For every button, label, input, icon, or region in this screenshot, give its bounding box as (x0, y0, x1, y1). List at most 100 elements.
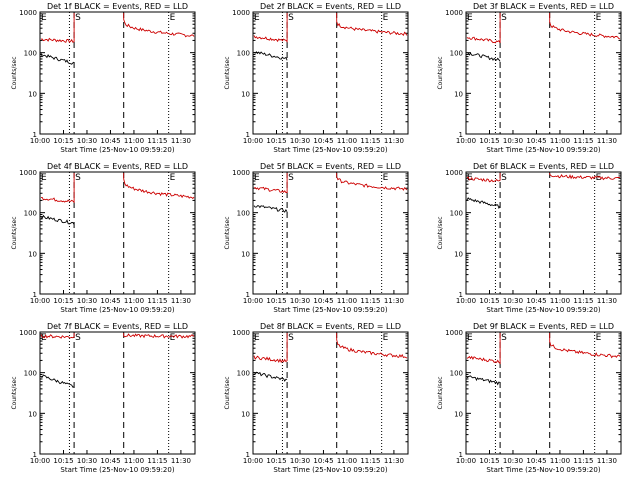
x-tick-label: 11:15 (573, 137, 593, 145)
x-tick-label: 10:15 (266, 137, 286, 145)
x-tick-label: 10:30 (77, 137, 97, 145)
marker-label-left: E (467, 173, 473, 183)
plot-frame (252, 331, 409, 455)
marker-label-end: E (170, 333, 176, 343)
x-tick-label: 11:00 (124, 297, 144, 305)
x-tick-label: 11:00 (550, 137, 570, 145)
x-tick-label: 11:00 (550, 457, 570, 465)
y-tick-label: 1000 (445, 9, 463, 17)
black-events-series-seg-0 (40, 374, 75, 388)
y-tick-label: 1 (246, 451, 250, 459)
y-tick-label: 10 (241, 250, 250, 258)
marker-label-start: S (75, 13, 81, 23)
x-tick-label: 10:15 (53, 297, 73, 305)
plot-frame (252, 11, 409, 135)
y-tick-label: 1 (33, 131, 37, 139)
x-tick-label: 11:30 (597, 297, 617, 305)
y-tick-label: 1 (33, 451, 37, 459)
x-tick-label: 10:15 (479, 457, 499, 465)
x-axis-label: Start Time (25-Nov-10 09:59:20) (273, 306, 387, 314)
x-tick-label: 10:45 (526, 297, 546, 305)
marker-label-start: S (75, 333, 81, 343)
chart-panel-3: Det 3f BLACK = Events, RED = LLD 1 10 100 10… (437, 2, 622, 154)
x-tick-label: 11:00 (337, 297, 357, 305)
x-tick-label: 11:15 (360, 457, 380, 465)
x-tick-label: 10:00 (30, 137, 50, 145)
x-tick-label: 10:45 (100, 457, 120, 465)
y-tick-label: 100 (237, 370, 250, 378)
marker-label-start: S (288, 13, 294, 23)
x-axis-label: Start Time (25-Nov-10 09:59:20) (60, 466, 174, 474)
chart-panel-5: Det 5f BLACK = Events, RED = LLD 1 10 100 10… (224, 162, 409, 314)
x-tick-label: 10:45 (100, 137, 120, 145)
y-tick-label: 10 (28, 90, 37, 98)
y-tick-label: 1000 (19, 9, 37, 17)
chart-title: Det 6f BLACK = Events, RED = LLD (473, 162, 614, 171)
y-tick-label: 1000 (232, 169, 250, 177)
y-axis-label: Counts/sec (224, 376, 231, 409)
x-tick-label: 10:30 (77, 297, 97, 305)
red-lld-series-seg-0 (40, 333, 75, 339)
chart-title: Det 5f BLACK = Events, RED = LLD (260, 162, 401, 171)
y-tick-label: 1 (459, 451, 463, 459)
x-tick-label: 11:15 (147, 297, 167, 305)
x-tick-label: 10:45 (313, 457, 333, 465)
x-tick-label: 10:30 (290, 297, 310, 305)
x-tick-label: 11:00 (337, 457, 357, 465)
x-tick-label: 11:30 (384, 297, 404, 305)
x-tick-label: 10:00 (243, 457, 263, 465)
x-tick-label: 10:00 (456, 297, 476, 305)
y-tick-label: 100 (24, 50, 37, 58)
y-tick-label: 1000 (19, 329, 37, 337)
black-events-series-seg-0 (466, 197, 501, 210)
marker-label-left: E (467, 13, 473, 23)
marker-label-start: S (288, 173, 294, 183)
y-tick-label: 1000 (445, 329, 463, 337)
y-tick-label: 100 (24, 210, 37, 218)
marker-label-end: E (383, 13, 389, 23)
y-tick-label: 1000 (232, 9, 250, 17)
x-axis-label: Start Time (25-Nov-10 09:59:20) (60, 306, 174, 314)
chart-title: Det 7f BLACK = Events, RED = LLD (47, 322, 188, 331)
marker-label-left: E (41, 173, 47, 183)
red-lld-series-seg-0 (466, 333, 501, 365)
chart-title: Det 1f BLACK = Events, RED = LLD (47, 2, 188, 11)
x-axis-label: Start Time (25-Nov-10 09:59:20) (273, 466, 387, 474)
x-tick-label: 10:00 (30, 297, 50, 305)
y-tick-label: 10 (454, 90, 463, 98)
x-tick-label: 11:00 (124, 137, 144, 145)
red-lld-series-seg-0 (41, 173, 75, 204)
x-tick-label: 11:30 (171, 457, 191, 465)
chart-panel-8: Det 8f BLACK = Events, RED = LLD 1 10 100 10… (224, 322, 409, 474)
red-lld-series-seg-1 (123, 173, 195, 200)
plot-frame (39, 11, 196, 135)
chart-title: Det 3f BLACK = Events, RED = LLD (473, 2, 614, 11)
y-tick-label: 1 (459, 291, 463, 299)
x-tick-label: 10:15 (479, 137, 499, 145)
y-axis-label: Counts/sec (437, 376, 444, 409)
y-tick-label: 100 (237, 210, 250, 218)
chart-panel-7: Det 7f BLACK = Events, RED = LLD 1 10 100 10… (11, 322, 196, 474)
x-tick-label: 11:15 (147, 457, 167, 465)
red-lld-series-seg-0 (40, 13, 75, 44)
x-tick-label: 11:00 (550, 297, 570, 305)
plot-frame (252, 171, 409, 295)
marker-label-end: E (596, 173, 602, 183)
black-events-series-seg-0 (466, 375, 501, 386)
marker-label-end: E (383, 173, 389, 183)
x-tick-label: 10:00 (456, 457, 476, 465)
x-tick-label: 10:00 (243, 297, 263, 305)
red-lld-series-seg-1 (123, 13, 195, 38)
chart-panel-9: Det 9f BLACK = Events, RED = LLD 1 10 100 10… (437, 322, 622, 474)
red-lld-series-seg-1 (336, 333, 408, 359)
chart-title: Det 2f BLACK = Events, RED = LLD (260, 2, 401, 11)
x-tick-label: 10:45 (526, 457, 546, 465)
x-tick-label: 11:15 (573, 457, 593, 465)
red-lld-series-seg-1 (336, 13, 408, 36)
x-tick-label: 10:15 (53, 457, 73, 465)
x-axis-label: Start Time (25-Nov-10 09:59:20) (486, 466, 600, 474)
y-tick-label: 1 (459, 131, 463, 139)
red-lld-series-seg-1 (123, 333, 195, 339)
x-tick-label: 10:15 (479, 297, 499, 305)
x-tick-label: 11:30 (597, 137, 617, 145)
